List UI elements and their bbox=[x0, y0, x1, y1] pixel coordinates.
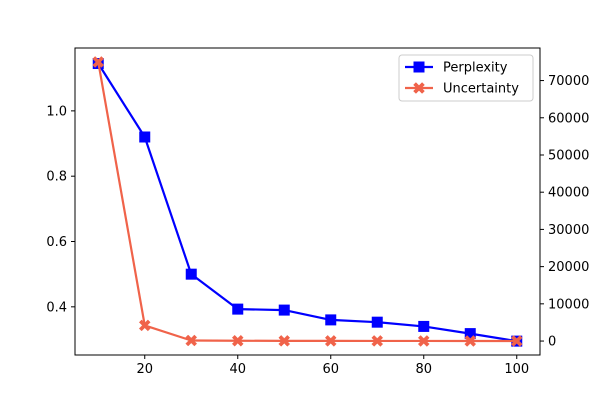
legend-label-uncertainty: Uncertainty bbox=[443, 82, 519, 97]
series-uncertainty bbox=[92, 56, 523, 347]
uncertainty-point bbox=[278, 335, 291, 347]
x-tick-label: 60 bbox=[322, 362, 339, 377]
left-y-axis-ticks: 0.4 0.6 0.8 1.0 bbox=[46, 104, 75, 315]
legend-marker-perplexity bbox=[413, 61, 425, 73]
x-tick-label: 20 bbox=[136, 362, 153, 377]
perplexity-point bbox=[418, 320, 430, 332]
series-layer bbox=[92, 56, 523, 347]
perplexity-point bbox=[139, 131, 151, 143]
uncertainty-point bbox=[464, 335, 477, 347]
left-tick-label: 1.0 bbox=[46, 104, 67, 119]
x-axis-ticks: 20 40 60 80 100 bbox=[136, 355, 529, 377]
perplexity-point bbox=[232, 303, 244, 315]
legend-marker-uncertainty bbox=[413, 82, 425, 94]
x-tick-label: 80 bbox=[415, 362, 432, 377]
right-tick-label: 40000 bbox=[548, 186, 589, 201]
right-tick-label: 0 bbox=[548, 335, 556, 350]
x-tick-label: 100 bbox=[504, 362, 529, 377]
plot-frame bbox=[74, 47, 541, 356]
legend: Perplexity Uncertainty bbox=[398, 54, 534, 102]
legend-label-perplexity: Perplexity bbox=[443, 61, 508, 76]
perplexity-point bbox=[278, 304, 290, 316]
perplexity-line bbox=[97, 62, 517, 343]
x-tick-label: 40 bbox=[229, 362, 246, 377]
perplexity-point bbox=[371, 316, 383, 328]
uncertainty-point bbox=[417, 335, 430, 347]
series-perplexity bbox=[92, 58, 523, 347]
perplexity-point bbox=[185, 268, 197, 280]
left-tick-label: 0.8 bbox=[46, 170, 67, 185]
right-y-axis-ticks: 0 10000 20000 30000 40000 50000 60000 70000 bbox=[540, 74, 589, 350]
right-tick-label: 10000 bbox=[548, 297, 589, 312]
uncertainty-point bbox=[231, 334, 244, 347]
right-tick-label: 30000 bbox=[548, 223, 589, 238]
right-tick-label: 60000 bbox=[548, 111, 589, 126]
right-tick-label: 50000 bbox=[548, 148, 589, 163]
uncertainty-point bbox=[324, 335, 337, 347]
uncertainty-point bbox=[185, 334, 198, 347]
perplexity-point bbox=[325, 314, 337, 326]
right-tick-label: 20000 bbox=[548, 260, 589, 275]
uncertainty-point bbox=[92, 56, 105, 68]
uncertainty-point bbox=[138, 319, 151, 332]
left-tick-label: 0.6 bbox=[46, 235, 67, 250]
uncertainty-line bbox=[97, 61, 517, 343]
right-tick-label: 70000 bbox=[548, 74, 589, 89]
uncertainty-point bbox=[510, 335, 523, 347]
uncertainty-point bbox=[371, 335, 384, 347]
left-tick-label: 0.4 bbox=[46, 300, 67, 315]
